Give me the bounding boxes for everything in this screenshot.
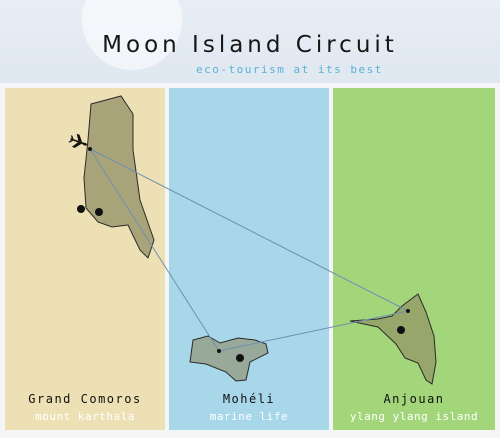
route-grand-comoros-anjouan	[89, 148, 409, 312]
island-name-moheli: Mohéli	[222, 392, 276, 406]
marker-grand-comoros-east[interactable]	[95, 208, 103, 216]
island-shape-moheli[interactable]	[189, 335, 269, 382]
island-name-anjouan: Anjouan	[383, 392, 445, 406]
island-shape-anjouan[interactable]	[349, 293, 437, 385]
marker-moheli-east[interactable]	[236, 354, 244, 362]
island-caption-grand-comoros: mount karthala	[35, 410, 135, 423]
route-grand-comoros-moheli	[89, 148, 220, 352]
map-title: Moon Island Circuit	[102, 32, 398, 58]
marker-grand-comoros-west[interactable]	[77, 205, 85, 213]
island-caption-anjouan: ylang ylang island	[349, 410, 479, 423]
panel-anjouan: Anjouan ylang ylang island	[333, 88, 495, 430]
map-header: Moon Island Circuit eco-tourism at its b…	[0, 0, 500, 83]
island-name-grand-comoros: Grand Comoros	[28, 392, 142, 406]
route-lines	[89, 148, 409, 352]
marker-anjouan-north[interactable]	[406, 309, 410, 313]
route-moheli-anjouan	[218, 310, 409, 352]
marker-moheli-west[interactable]	[217, 349, 221, 353]
marker-grand-comoros-north[interactable]	[88, 147, 92, 151]
marker-anjouan-south[interactable]	[397, 326, 405, 334]
airplane-icon	[68, 133, 88, 148]
island-shape-grand-comoros[interactable]	[83, 95, 155, 259]
island-caption-moheli: marine life	[209, 410, 289, 423]
map-subtitle: eco-tourism at its best	[196, 63, 383, 76]
panel-moheli: Mohéli marine life	[169, 88, 329, 430]
